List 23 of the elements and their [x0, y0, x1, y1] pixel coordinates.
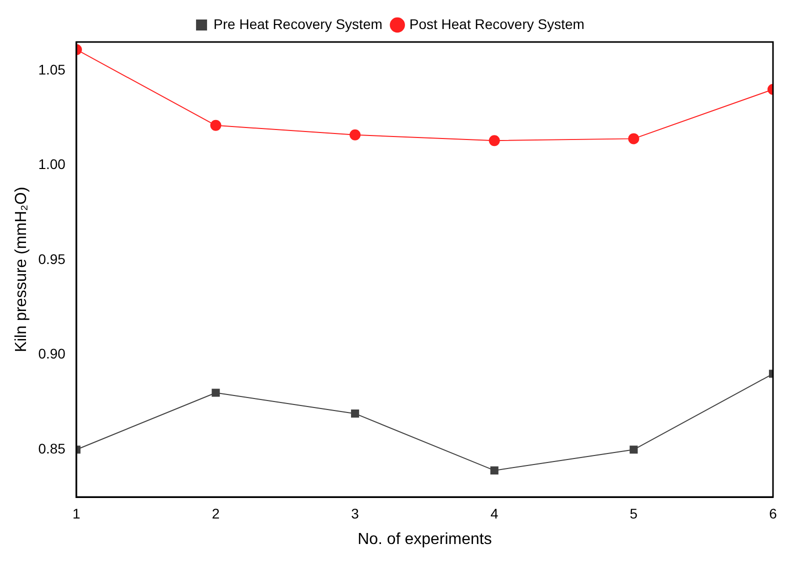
- x-tick-label: 1: [72, 505, 81, 522]
- y-tick-label: 0.85: [38, 440, 66, 456]
- point: [628, 133, 640, 144]
- x-tick-label: 2: [212, 505, 220, 522]
- x-tick-label: 4: [490, 505, 498, 522]
- point: [490, 466, 498, 474]
- point: [351, 410, 360, 418]
- point: [630, 446, 638, 454]
- y-tick-label: 1.05: [38, 61, 66, 78]
- y-tick-label: 0.95: [38, 250, 66, 267]
- x-tick-label: 5: [630, 505, 638, 522]
- y-axis-title: Kiln pressure (mmH₂O): [13, 186, 30, 352]
- legend-label: Post Heat Recovery System: [409, 16, 584, 32]
- point: [488, 135, 500, 146]
- point: [350, 129, 361, 140]
- legend-label: Pre Heat Recovery System: [214, 16, 382, 32]
- y-tick-label: 0.90: [38, 346, 66, 362]
- x-tick-label: 3: [351, 505, 360, 522]
- point: [212, 388, 220, 397]
- y-tick-label: 1.00: [38, 156, 66, 172]
- point: [210, 120, 222, 131]
- x-tick-label: 6: [769, 505, 778, 522]
- x-axis-title: No. of experiments: [358, 530, 492, 548]
